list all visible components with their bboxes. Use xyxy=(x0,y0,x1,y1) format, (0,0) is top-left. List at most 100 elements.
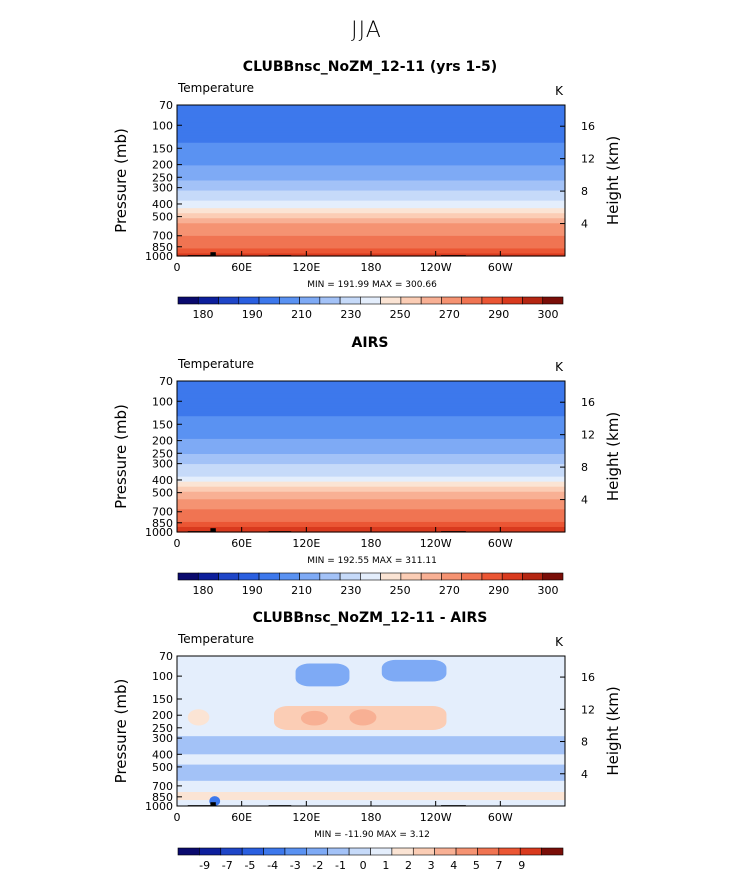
contour-band xyxy=(177,172,565,177)
colorbar-swatch xyxy=(197,572,219,581)
colorbar-label: 230 xyxy=(340,308,361,321)
colorbar-label: 9 xyxy=(518,859,525,872)
x-tick-label: 0 xyxy=(174,261,181,274)
colorbar-swatch xyxy=(412,847,435,856)
contour-band xyxy=(177,223,565,227)
land-block xyxy=(210,252,216,256)
contour-band xyxy=(177,486,565,490)
x-tick-label: 0 xyxy=(174,537,181,550)
contour-band xyxy=(177,426,565,430)
x-tick-label: 60E xyxy=(231,261,252,274)
contour-band xyxy=(177,474,565,478)
y-tick-label: 500 xyxy=(152,487,173,500)
x-tick-label: 180 xyxy=(361,261,382,274)
contour-band xyxy=(177,421,565,425)
contour-band xyxy=(177,165,565,169)
contour-band xyxy=(177,464,565,468)
x-tick-label: 180 xyxy=(361,811,382,824)
height-tick-label: 12 xyxy=(581,703,595,716)
contour-field xyxy=(177,105,565,257)
colorbar: 180 190 210 230 250 270 290 300 xyxy=(177,572,564,597)
colorbar-swatch xyxy=(522,572,544,581)
colorbar-swatch xyxy=(177,847,200,856)
colorbar-label: -9 xyxy=(199,859,210,872)
colorbar-label: 2 xyxy=(405,859,412,872)
y-tick-label: 700 xyxy=(152,230,173,243)
units-label: K xyxy=(555,84,564,98)
colorbar-swatch xyxy=(501,572,523,581)
contour-band xyxy=(177,381,565,385)
colorbar-label: 1 xyxy=(382,859,389,872)
contour-band xyxy=(177,491,565,495)
colorbar-swatch xyxy=(218,296,240,305)
y-tick-label: 200 xyxy=(152,435,173,448)
colorbar-swatch xyxy=(263,847,286,856)
height-tick-label: 4 xyxy=(581,768,588,781)
contour-band xyxy=(177,200,565,204)
x-tick-label: 0 xyxy=(174,811,181,824)
contour-band xyxy=(177,391,565,395)
contour-band xyxy=(177,476,565,480)
figure-suptitle: JJA xyxy=(351,18,382,43)
colorbar-label: -2 xyxy=(312,859,323,872)
y-tick-label: 850 xyxy=(152,517,173,530)
x-tick-label: 180 xyxy=(361,537,382,550)
contour-band xyxy=(177,117,565,121)
contour-band xyxy=(177,122,565,126)
colorbar-swatch xyxy=(370,847,393,856)
contour-band xyxy=(177,215,565,219)
anomaly-region xyxy=(381,659,447,682)
anomaly-region xyxy=(187,709,210,726)
colorbar-swatch xyxy=(481,296,503,305)
x-tick-label: 120W xyxy=(420,261,452,274)
colorbar-swatch xyxy=(238,572,260,581)
contour-band xyxy=(177,451,565,455)
contour-band xyxy=(177,501,565,505)
contour-band xyxy=(177,145,565,149)
contour-band xyxy=(177,521,565,526)
contour-band xyxy=(177,408,565,412)
height-tick-label: 16 xyxy=(581,120,595,133)
contour-band xyxy=(177,205,565,209)
colorbar-label: 190 xyxy=(242,308,263,321)
y-tick-label: 300 xyxy=(152,182,173,195)
y-tick-label: 500 xyxy=(152,211,173,224)
colorbar-swatch xyxy=(339,572,361,581)
contour-band xyxy=(177,238,565,242)
contour-band xyxy=(177,140,565,144)
x-tick-label: 120W xyxy=(420,811,452,824)
colorbar-swatch xyxy=(306,847,329,856)
y-tick-label: 850 xyxy=(152,791,173,804)
contour-band xyxy=(177,448,565,453)
contour-band xyxy=(177,110,565,114)
colorbar-swatch xyxy=(400,572,422,581)
height-tick-label: 12 xyxy=(581,153,595,166)
y-axis-title-right: Height (km) xyxy=(604,412,622,501)
contour-band xyxy=(177,524,565,528)
contour-band xyxy=(177,516,565,521)
contour-band xyxy=(177,248,565,252)
y-tick-label: 1000 xyxy=(145,250,173,263)
anomaly-region xyxy=(177,736,565,755)
x-tick-label: 120W xyxy=(420,537,452,550)
contour-band xyxy=(177,208,565,212)
colorbar-swatch xyxy=(279,296,300,305)
contour-band xyxy=(177,127,565,131)
colorbar-label: -5 xyxy=(244,859,255,872)
contour-band xyxy=(177,459,565,463)
colorbar-swatch xyxy=(441,572,462,581)
y-axis-title: Pressure (mb) xyxy=(112,404,130,509)
contour-band xyxy=(177,170,565,174)
y-tick-label: 100 xyxy=(152,670,173,683)
contour-band xyxy=(177,210,565,214)
colorbar-label: 7 xyxy=(496,859,503,872)
contour-band xyxy=(177,509,565,513)
contour-field xyxy=(177,656,565,806)
y-tick-label: 250 xyxy=(152,447,173,460)
contour-band xyxy=(177,135,565,139)
y-tick-label: 70 xyxy=(159,650,173,663)
contour-band xyxy=(177,160,565,164)
height-tick-label: 4 xyxy=(581,218,588,231)
colorbar-swatch xyxy=(177,572,199,581)
